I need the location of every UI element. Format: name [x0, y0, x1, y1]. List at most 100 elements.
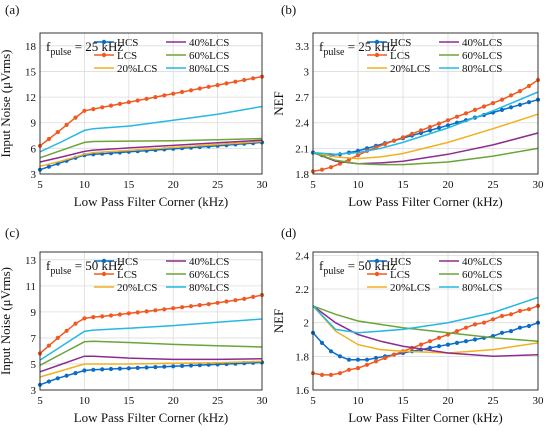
legend-label: 80%LCS: [462, 63, 502, 75]
data-point: [499, 107, 505, 112]
y-tick-label: 12: [25, 92, 36, 104]
y-tick-label: 1.8: [295, 351, 309, 363]
x-axis-label: Low Pass Filter Corner (kHz): [348, 410, 503, 425]
data-point: [73, 371, 78, 376]
series-line-40pctlcs: [39, 355, 263, 373]
legend-marker: [374, 271, 380, 277]
data-point: [188, 304, 194, 309]
data-point: [526, 100, 532, 105]
y-tick-label: 2.1: [295, 143, 309, 155]
y-tick-label: 18: [25, 41, 37, 53]
x-tick-label: 5: [310, 179, 316, 191]
data-point: [472, 107, 478, 112]
data-point: [206, 84, 211, 89]
x-tick-label: 30: [533, 395, 545, 407]
x-tick-label: 15: [398, 179, 410, 191]
data-point: [197, 363, 202, 368]
data-point: [55, 335, 60, 340]
x-tick-label: 15: [123, 179, 135, 191]
data-point: [508, 312, 514, 317]
data-point: [346, 357, 352, 362]
data-point: [135, 365, 140, 370]
chart-panel-4: (d) 5 10 15 20 25 30 1.6 1.8 2 2.2 2.4 Low Pass Filt…: [271, 225, 544, 425]
data-point: [171, 306, 176, 311]
data-point: [153, 95, 158, 100]
data-point: [108, 313, 114, 318]
legend-label: LCS: [390, 269, 410, 281]
legend-marker: [374, 52, 380, 58]
data-point: [337, 354, 343, 359]
data-point: [382, 142, 388, 147]
data-point: [382, 355, 388, 361]
legend-label: 20%LCS: [390, 63, 430, 75]
data-point: [188, 363, 194, 368]
legend-label: 40%LCS: [189, 37, 229, 49]
data-point: [373, 355, 379, 361]
y-tick-label: 9: [31, 307, 37, 319]
legend-label: 20%LCS: [117, 63, 157, 75]
legend-label: HCS: [117, 256, 138, 268]
x-axis-label: Low Pass Filter Corner (kHz): [74, 410, 229, 425]
data-point: [472, 322, 478, 327]
legend-label: 80%LCS: [462, 282, 502, 294]
y-tick-label: 15: [25, 66, 37, 78]
data-point: [490, 101, 496, 106]
data-point: [82, 368, 87, 373]
data-point: [418, 342, 424, 347]
data-point: [91, 107, 96, 112]
data-point: [108, 366, 114, 372]
data-point: [526, 83, 532, 89]
data-point: [135, 310, 140, 315]
y-tick-label: 2.7: [295, 92, 309, 104]
data-point: [108, 103, 114, 108]
x-tick-label: 20: [168, 179, 180, 191]
panel-letter: (a): [5, 2, 19, 17]
data-point: [46, 136, 52, 142]
data-point: [162, 364, 167, 369]
panel-letter: (c): [5, 225, 19, 240]
data-point: [46, 343, 52, 348]
legend-label: 40%LCS: [462, 37, 502, 49]
data-point: [454, 329, 460, 334]
legend-marker: [101, 271, 107, 277]
data-point: [180, 89, 185, 95]
data-point: [391, 138, 397, 143]
data-point: [463, 325, 469, 330]
plot-frame: [312, 251, 539, 391]
legend-label: 80%LCS: [189, 63, 229, 75]
series-line-20pctlcs: [312, 305, 539, 354]
y-tick-label: 2.4: [295, 118, 309, 130]
chart-panel-2: (b) 5 10 15 20 25 30 1.8 2.1 2.4 2.7 3 3.3 Low Pass F…: [271, 2, 544, 209]
data-point: [400, 135, 406, 140]
data-point: [233, 298, 238, 303]
series-line-80pctlcs: [39, 318, 263, 361]
legend-label: 60%LCS: [189, 269, 229, 281]
series-line-80pctlcs: [312, 296, 539, 334]
data-point: [436, 125, 442, 130]
annotation-subscript: pulse: [50, 47, 72, 58]
data-point: [126, 366, 131, 371]
legend-marker: [374, 39, 380, 45]
data-point: [126, 311, 131, 316]
data-point: [197, 303, 202, 308]
chart-panel-1: (a) 5 10 15 20 25 30 3 6 9 12 15 18 Low Pass Filter C…: [0, 2, 268, 209]
y-tick-label: 5: [31, 359, 37, 371]
data-point: [499, 97, 505, 102]
x-tick-label: 30: [257, 395, 269, 407]
data-point: [162, 307, 167, 312]
data-point: [206, 362, 211, 367]
legend-label: 80%LCS: [189, 282, 229, 294]
data-point: [224, 299, 229, 304]
data-point: [153, 308, 158, 313]
data-point: [55, 130, 60, 135]
data-point: [508, 93, 514, 98]
data-point: [328, 165, 334, 170]
data-point: [82, 108, 87, 113]
legend-label: 60%LCS: [462, 50, 502, 62]
series-line-hcs: [312, 98, 539, 156]
legend-marker: [374, 258, 380, 264]
y-tick-label: 7: [31, 333, 37, 345]
data-point: [188, 88, 194, 93]
data-point: [319, 167, 325, 172]
data-point: [251, 294, 256, 299]
